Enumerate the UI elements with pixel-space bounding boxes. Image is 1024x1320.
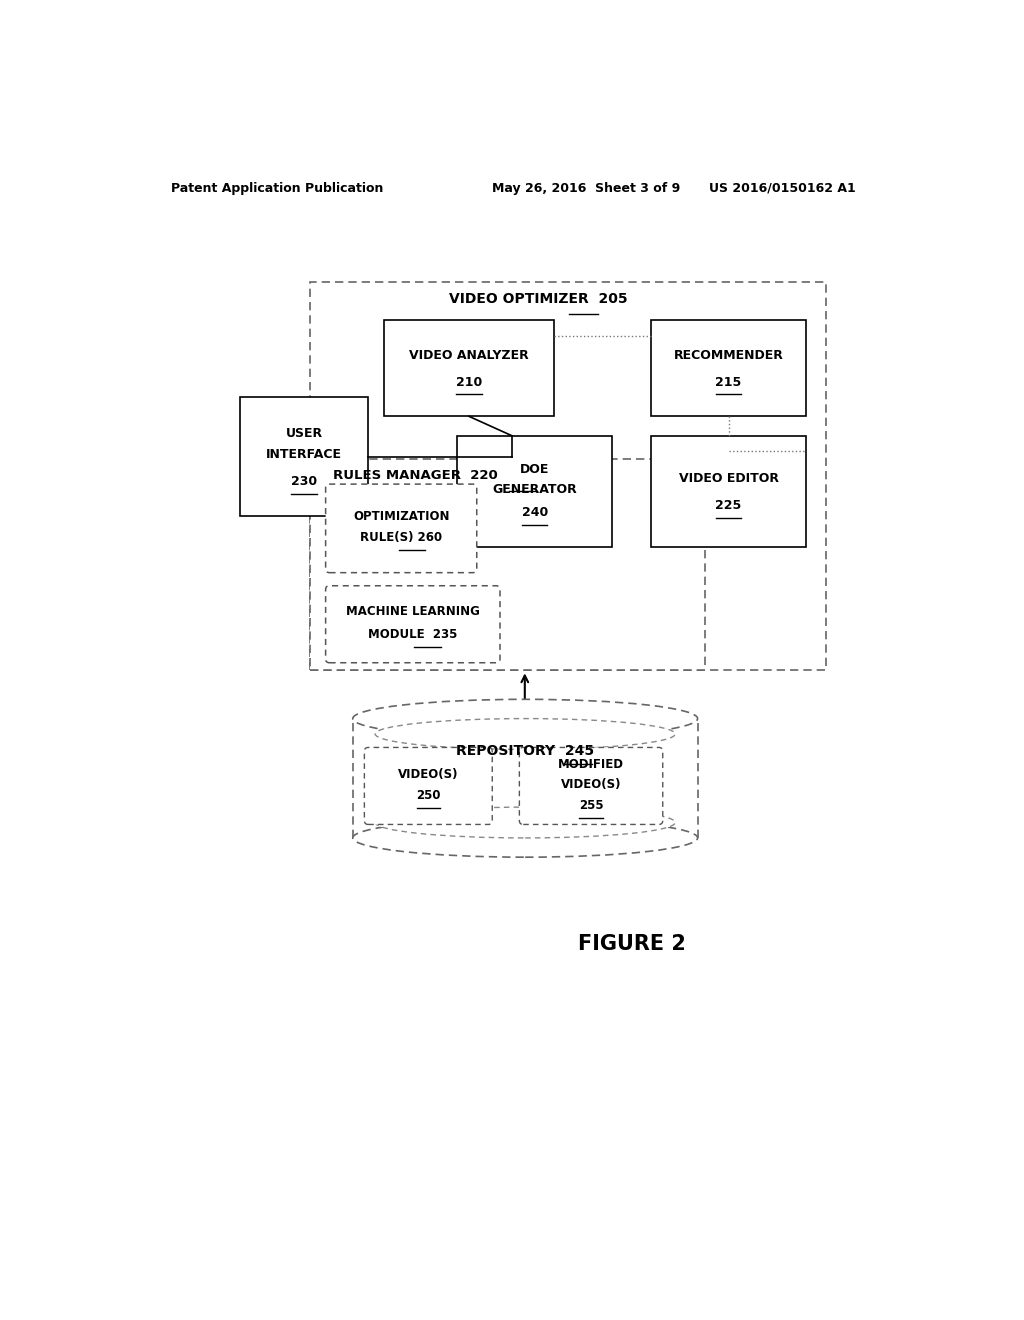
Text: DOE: DOE (520, 463, 550, 477)
Text: MODULE  235: MODULE 235 (368, 628, 458, 640)
Text: 230: 230 (291, 475, 317, 488)
FancyBboxPatch shape (326, 484, 477, 573)
Text: FIGURE 2: FIGURE 2 (578, 933, 686, 954)
FancyBboxPatch shape (519, 747, 663, 825)
Text: May 26, 2016  Sheet 3 of 9: May 26, 2016 Sheet 3 of 9 (493, 182, 681, 194)
Text: REPOSITORY  245: REPOSITORY 245 (456, 744, 594, 758)
Text: VIDEO ANALYZER: VIDEO ANALYZER (410, 348, 528, 362)
Text: US 2016/0150162 A1: US 2016/0150162 A1 (710, 182, 856, 194)
FancyBboxPatch shape (365, 747, 493, 825)
Text: MACHINE LEARNING: MACHINE LEARNING (346, 606, 480, 619)
Ellipse shape (375, 718, 675, 750)
Text: Patent Application Publication: Patent Application Publication (171, 182, 383, 194)
Text: VIDEO OPTIMIZER  205: VIDEO OPTIMIZER 205 (450, 292, 628, 305)
Text: INTERFACE: INTERFACE (266, 447, 342, 461)
Text: 215: 215 (716, 376, 741, 388)
Text: VIDEO(S): VIDEO(S) (398, 768, 459, 781)
Text: MODIFIED: MODIFIED (558, 758, 624, 771)
Bar (651, 321, 806, 416)
Ellipse shape (352, 700, 697, 738)
Text: 225: 225 (716, 499, 741, 512)
Text: 255: 255 (579, 799, 603, 812)
Text: GENERATOR: GENERATOR (493, 483, 578, 496)
Text: RECOMMENDER: RECOMMENDER (674, 348, 783, 362)
FancyBboxPatch shape (326, 586, 500, 663)
Text: RULES MANAGER  220: RULES MANAGER 220 (334, 469, 498, 482)
Bar (310, 459, 706, 671)
Ellipse shape (352, 818, 697, 857)
Text: RULE(S) 260: RULE(S) 260 (360, 531, 442, 544)
Bar (384, 321, 554, 416)
Bar (651, 436, 806, 548)
Text: VIDEO(S): VIDEO(S) (561, 777, 622, 791)
Text: 210: 210 (456, 376, 482, 388)
Bar (310, 281, 825, 671)
Text: VIDEO EDITOR: VIDEO EDITOR (679, 471, 778, 484)
Bar (458, 436, 612, 548)
Text: 250: 250 (416, 789, 440, 803)
Bar (241, 397, 369, 516)
Text: OPTIMIZATION: OPTIMIZATION (353, 510, 450, 523)
Text: 240: 240 (522, 507, 548, 520)
Text: USER: USER (286, 428, 323, 440)
Ellipse shape (375, 807, 675, 838)
